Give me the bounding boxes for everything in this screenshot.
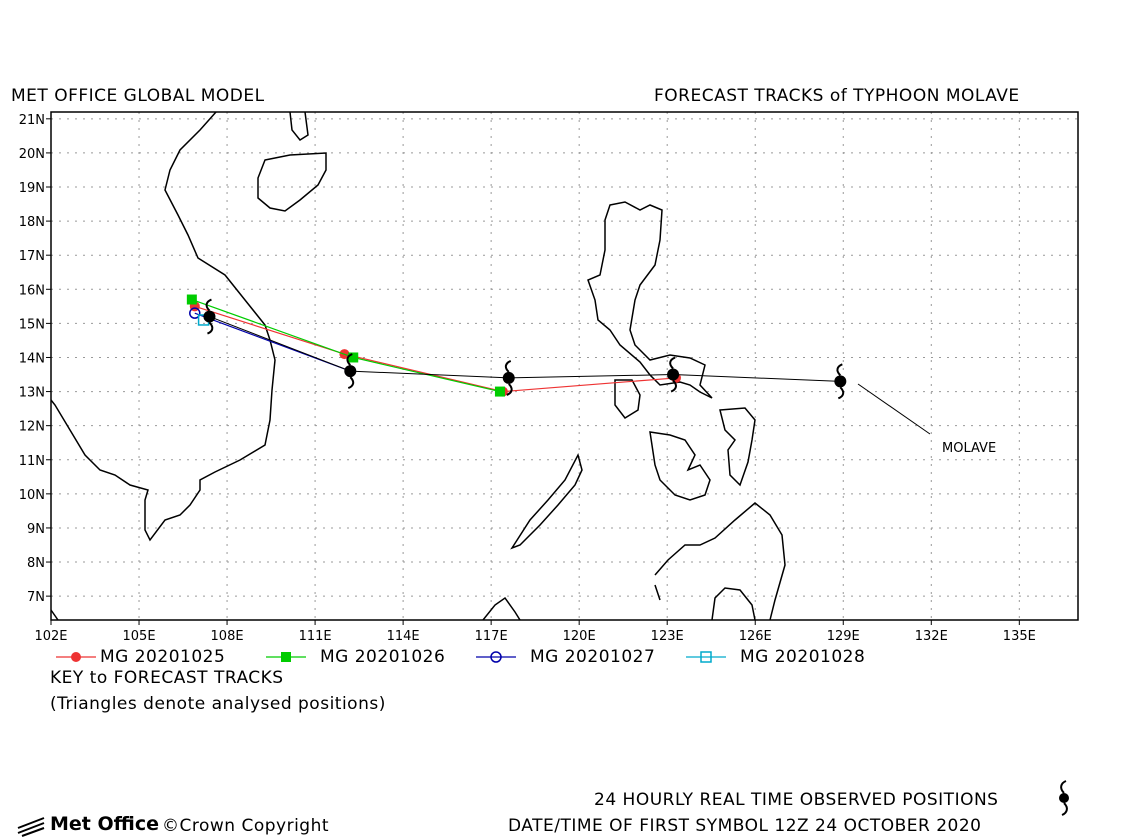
observed-positions-note: 24 HOURLY REAL TIME OBSERVED POSITIONS: [594, 790, 999, 810]
typhoon-symbol-icon: [502, 360, 515, 396]
typhoon-symbol-arm: [504, 360, 512, 373]
lat-tick-label: 21N: [19, 113, 45, 128]
key-title: KEY to FORECAST TRACKS: [50, 668, 284, 688]
typhoon-symbol-core: [667, 368, 680, 381]
lat-tick-label: 20N: [19, 147, 45, 162]
coast-mainland: [51, 112, 276, 542]
typhoon-symbol-icon: [203, 298, 216, 335]
coast-luzon: [587, 201, 713, 399]
typhoon-symbol-core: [834, 375, 847, 388]
met-office-logo: Met Office: [18, 813, 159, 835]
forecast-track-line: [191, 298, 501, 393]
first-symbol-date: DATE/TIME OF FIRST SYMBOL 12Z 24 OCTOBER…: [508, 816, 982, 836]
coast-mindoro: [614, 379, 641, 419]
lat-tick-label: 13N: [19, 386, 45, 401]
lon-tick-label: 102E: [34, 629, 67, 644]
lon-tick-label: 120E: [563, 629, 596, 644]
copyright-text: ©Crown Copyright: [162, 816, 329, 836]
legend-marker: [281, 652, 291, 662]
legend-item-20201026: MG 20201026: [320, 647, 446, 667]
axis-labels: 102E 105E 108E 111E 114E 117E 120E 123E 126E 129E…: [19, 113, 1036, 644]
typhoon-symbol-icon: [344, 353, 357, 390]
lat-tick-label: 19N: [19, 181, 45, 196]
forecast-point: [189, 307, 201, 319]
key-note: (Triangles denote analysed positions): [50, 694, 386, 714]
lon-tick-label: 123E: [651, 629, 684, 644]
lat-tick-label: 17N: [19, 249, 45, 264]
typhoon-symbol-core: [344, 365, 357, 378]
met-office-logo-icon: [17, 817, 45, 837]
plot-frame: [50, 111, 1079, 621]
typhoon-symbol-arm: [205, 298, 212, 312]
typhoon-symbol-icon: [834, 363, 847, 400]
typhoon-symbol-arm: [836, 363, 843, 377]
logo-text: Met Office: [50, 813, 159, 835]
typhoon-symbol-arm: [346, 353, 353, 366]
lon-tick-label: 108E: [211, 629, 244, 644]
observed-track: [203, 298, 847, 400]
forecast-tracks: [186, 294, 682, 397]
typhoon-symbol-arm: [670, 379, 677, 393]
typhoon-symbol-arm: [669, 356, 676, 370]
copyright-icon: ©: [162, 816, 180, 836]
legend-markers: [56, 651, 726, 663]
coast-mindanao: [654, 502, 786, 620]
model-title: MET OFFICE GLOBAL MODEL: [11, 86, 265, 106]
lat-tick-label: 11N: [19, 454, 45, 469]
lon-tick-label: 114E: [387, 629, 420, 644]
coast-palawan: [510, 452, 583, 550]
legend-item-20201027: MG 20201027: [530, 647, 656, 667]
lat-tick-label: 9N: [27, 522, 45, 537]
lat-tick-label: 7N: [27, 590, 45, 605]
typhoon-symbol-arm: [837, 386, 845, 400]
lat-tick-label: 8N: [27, 556, 45, 571]
typhoon-symbol-icon: [667, 356, 680, 393]
typhoon-symbol-core: [203, 310, 216, 323]
forecast-point: [186, 294, 197, 305]
legend-marker: [71, 652, 81, 662]
typhoon-symbol-arm: [347, 376, 355, 390]
map-grid: [51, 112, 1078, 620]
lat-tick-label: 10N: [19, 488, 45, 503]
lon-tick-label: 129E: [827, 629, 860, 644]
forecast-track-line: [194, 305, 677, 393]
forecast-point: [348, 352, 359, 363]
lat-tick-label: 18N: [19, 215, 45, 230]
typhoon-symbol-core: [502, 371, 515, 384]
legend-item-20201028: MG 20201028: [740, 647, 866, 667]
coast-borneo: [482, 596, 521, 620]
lon-tick-label: 111E: [299, 629, 332, 644]
forecast-point: [494, 386, 505, 397]
coast-samar: [719, 407, 756, 487]
legend-marker: [490, 651, 502, 663]
storm-label: MOLAVE: [942, 441, 996, 456]
typhoon-symbol-icon: [1059, 780, 1069, 816]
copyright-label: Crown Copyright: [179, 816, 330, 836]
legend-item-20201025: MG 20201025: [100, 647, 226, 667]
coast-south-china: [289, 112, 309, 141]
coastlines: [51, 112, 786, 620]
lat-tick-label: 15N: [19, 317, 45, 332]
observed-track-line: [209, 316, 841, 382]
lon-tick-label: 132E: [915, 629, 948, 644]
coast-peninsula: [51, 609, 59, 620]
typhoon-symbol-arm: [207, 321, 214, 335]
storm-label-leader: [857, 383, 931, 435]
lon-tick-label: 126E: [739, 629, 772, 644]
legend-marker: [700, 651, 712, 663]
lat-tick-label: 12N: [19, 420, 45, 435]
lon-tick-label: 135E: [1003, 629, 1036, 644]
lat-tick-label: 16N: [19, 283, 45, 298]
lon-tick-label: 105E: [123, 629, 156, 644]
chart-title: FORECAST TRACKS of TYPHOON MOLAVE: [654, 86, 1020, 106]
coast-visayas: [649, 431, 711, 501]
lon-tick-label: 117E: [475, 629, 508, 644]
typhoon-symbol-arm: [506, 383, 513, 396]
lat-tick-label: 14N: [19, 351, 45, 366]
coast-hainan: [257, 152, 327, 212]
